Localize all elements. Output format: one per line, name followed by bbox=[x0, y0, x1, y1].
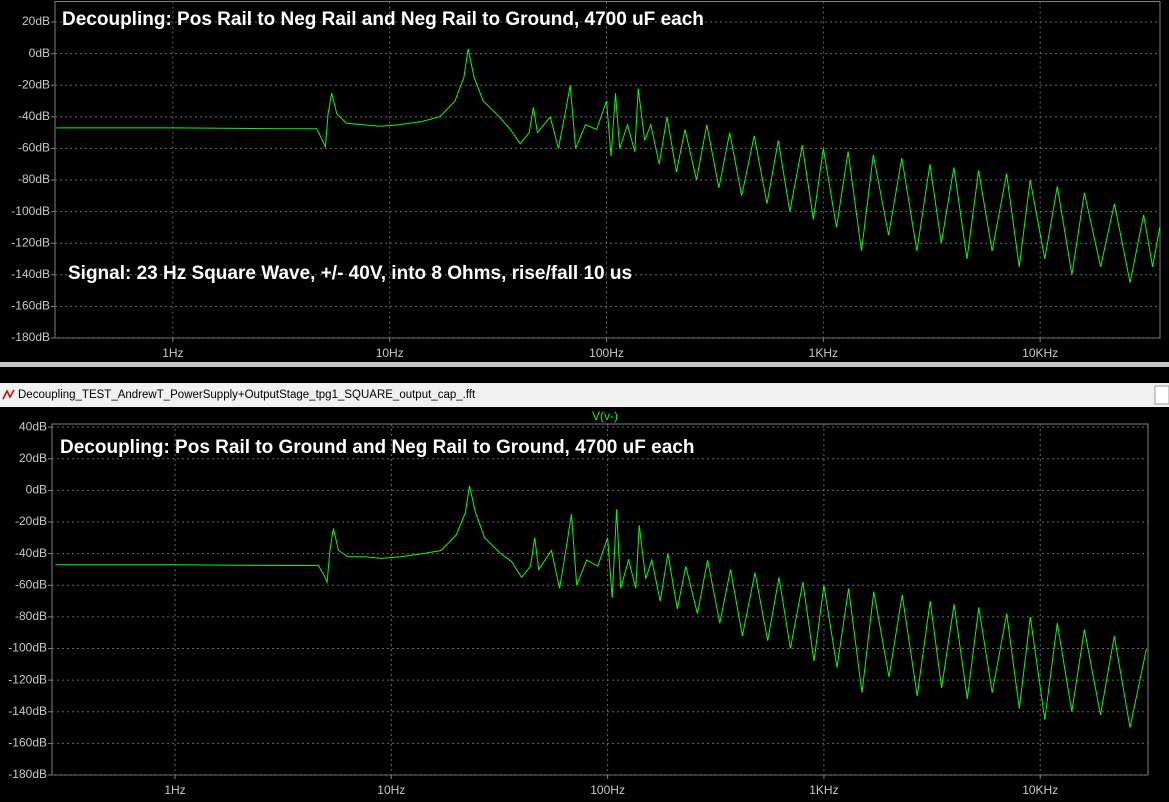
y-tick-label: -80dB bbox=[15, 609, 47, 623]
y-tick-label: -60dB bbox=[18, 141, 50, 155]
y-tick-label: 0dB bbox=[29, 46, 50, 60]
right-margin bbox=[1149, 408, 1169, 802]
y-tick-label: -40dB bbox=[15, 546, 47, 560]
x-tick-label: 1Hz bbox=[162, 346, 183, 360]
x-tick-label: 10KHz bbox=[1022, 346, 1058, 360]
window-titlebar bbox=[0, 383, 1169, 407]
chart-title: Decoupling: Pos Rail to Ground and Neg R… bbox=[60, 437, 694, 458]
x-tick-label: 1KHz bbox=[809, 346, 838, 360]
y-tick-label: -60dB bbox=[15, 577, 47, 591]
y-tick-label: -160dB bbox=[11, 299, 50, 313]
y-tick-label: 20dB bbox=[22, 14, 50, 28]
splitter[interactable] bbox=[0, 362, 1169, 367]
x-tick-label: 1Hz bbox=[164, 783, 185, 797]
y-tick-label: -80dB bbox=[18, 172, 50, 186]
window-icon bbox=[2, 389, 15, 400]
y-tick-label: -140dB bbox=[11, 267, 50, 281]
trace bbox=[55, 485, 1147, 728]
y-tick-label: 40dB bbox=[19, 419, 47, 433]
plot-frame bbox=[54, 1, 1161, 339]
x-tick-label: 10KHz bbox=[1022, 783, 1058, 797]
y-tick-label: -40dB bbox=[18, 109, 50, 123]
y-tick-label: -160dB bbox=[8, 736, 47, 750]
x-tick-label: 10Hz bbox=[376, 346, 404, 360]
y-tick-label: -120dB bbox=[8, 672, 47, 686]
trace bbox=[56, 48, 1161, 283]
y-tick-label: -120dB bbox=[11, 235, 50, 249]
x-tick-label: 100Hz bbox=[590, 783, 625, 797]
x-tick-label: 10Hz bbox=[377, 783, 405, 797]
legend-entry: V(v-) bbox=[592, 409, 618, 423]
y-tick-label: 20dB bbox=[19, 451, 47, 465]
y-tick-label: -100dB bbox=[8, 641, 47, 655]
chart-title: Decoupling: Pos Rail to Neg Rail and Neg… bbox=[62, 9, 704, 30]
y-tick-label: -180dB bbox=[8, 767, 47, 781]
annotation: Signal: 23 Hz Square Wave, +/- 40V, into… bbox=[68, 263, 632, 284]
x-tick-label: 1KHz bbox=[809, 783, 838, 797]
y-tick-label: -20dB bbox=[15, 514, 47, 528]
y-tick-label: -20dB bbox=[18, 77, 50, 91]
y-tick-label: -140dB bbox=[8, 704, 47, 718]
window-title: Decoupling_TEST_AndrewT_PowerSupply+Outp… bbox=[18, 389, 476, 401]
plot-frame bbox=[51, 423, 1149, 776]
x-tick-label: 100Hz bbox=[589, 346, 624, 360]
y-tick-label: -100dB bbox=[11, 204, 50, 218]
y-tick-label: 0dB bbox=[26, 483, 47, 497]
y-tick-label: -180dB bbox=[11, 330, 50, 344]
window-button[interactable] bbox=[1154, 385, 1169, 405]
